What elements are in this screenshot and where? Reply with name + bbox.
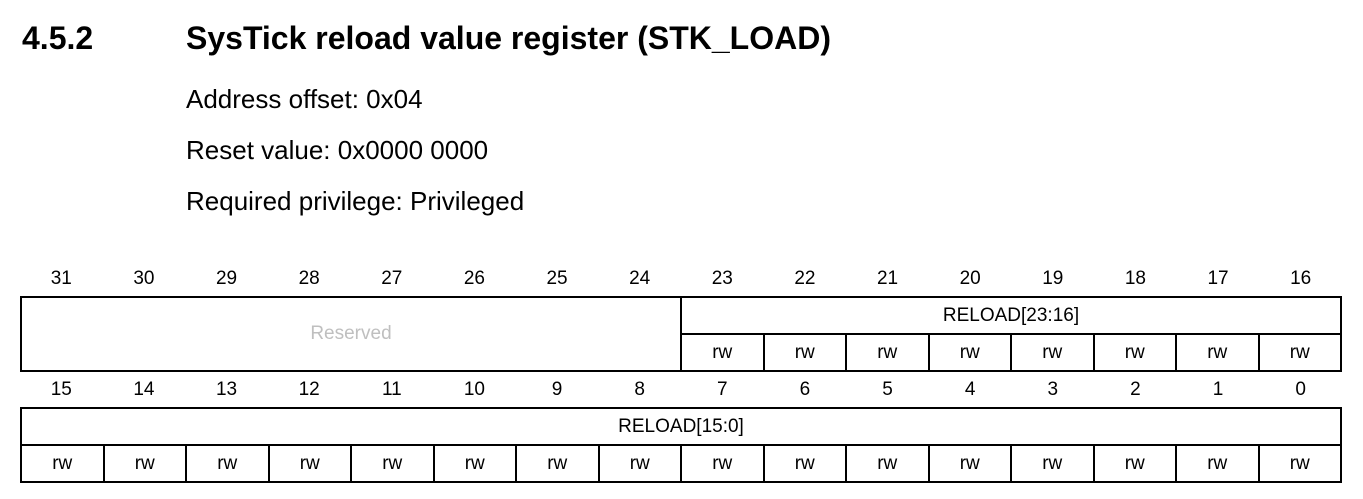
section-title: SysTick reload value register (STK_LOAD) <box>186 20 831 56</box>
bit-number: 3 <box>1047 379 1059 400</box>
access-cell: rw <box>680 444 765 483</box>
bit-number: 25 <box>546 268 568 289</box>
reload-low-field: RELOAD[15:0] <box>20 407 1342 446</box>
reserved-field: Reserved <box>20 296 682 372</box>
bit-number: 14 <box>133 379 155 400</box>
bit-number: 13 <box>215 379 238 400</box>
bit-number: 22 <box>794 268 816 289</box>
bit-number: 26 <box>463 268 485 289</box>
access-cell: rw <box>267 444 352 483</box>
address-offset: Address offset: 0x04 <box>186 84 423 114</box>
bit-number: 23 <box>711 268 733 289</box>
bit-number: 12 <box>298 379 320 400</box>
access-cell: rw <box>20 444 105 483</box>
lower-bit-numbers: 15 14 13 12 11 10 9 8 7 6 5 4 3 2 1 0 <box>20 379 1342 401</box>
access-cell: rw <box>762 333 847 372</box>
bit-number: 8 <box>634 379 645 400</box>
bit-number: 16 <box>1290 268 1312 289</box>
bit-number: 20 <box>959 268 981 289</box>
lower-register-table: RELOAD[15:0] rw rw rw rw rw rw rw rw rw … <box>20 407 1342 483</box>
bit-number: 11 <box>381 379 402 400</box>
access-cell: rw <box>185 444 270 483</box>
bit-number: 2 <box>1130 379 1141 400</box>
bit-number: 30 <box>133 268 155 289</box>
access-cell: rw <box>102 444 187 483</box>
bit-number: 28 <box>298 268 320 289</box>
access-cell: rw <box>1175 444 1260 483</box>
access-cell: rw <box>350 444 435 483</box>
access-cell: rw <box>927 333 1012 372</box>
bit-number: 4 <box>964 379 976 400</box>
bit-number: 31 <box>50 268 72 289</box>
access-cell: rw <box>1010 333 1095 372</box>
bit-number: 9 <box>551 379 563 400</box>
bit-number: 27 <box>381 268 403 289</box>
reload-high-field: RELOAD[23:16] <box>680 296 1342 335</box>
upper-bit-numbers: 31 30 29 28 27 26 25 24 23 22 21 20 19 1… <box>20 268 1342 290</box>
reset-value: Reset value: 0x0000 0000 <box>186 135 489 165</box>
bit-number: 17 <box>1207 268 1229 289</box>
bit-number: 6 <box>799 379 811 400</box>
access-cell: rw <box>845 333 930 372</box>
access-cell: rw <box>1175 333 1260 372</box>
access-cell: rw <box>762 444 847 483</box>
access-cell: rw <box>515 444 600 483</box>
required-privilege: Required privilege: Privileged <box>186 186 525 216</box>
bit-number: 1 <box>1212 379 1224 400</box>
bit-number: 5 <box>882 379 893 400</box>
bit-number: 21 <box>876 268 899 289</box>
access-cell: rw <box>680 333 765 372</box>
bit-number: 19 <box>1042 268 1064 289</box>
bit-number: 29 <box>215 268 238 289</box>
bit-number: 10 <box>463 379 485 400</box>
access-cell: rw <box>1092 444 1177 483</box>
access-cell: rw <box>1010 444 1095 483</box>
access-cell: rw <box>1257 333 1342 372</box>
access-cell: rw <box>597 444 682 483</box>
bit-number: 0 <box>1295 379 1306 400</box>
bit-number: 15 <box>50 379 72 400</box>
access-cell: rw <box>1092 333 1177 372</box>
access-cell: rw <box>927 444 1012 483</box>
access-cell: rw <box>432 444 517 483</box>
bit-number: 18 <box>1124 268 1146 289</box>
section-number: 4.5.2 <box>22 20 94 56</box>
access-cell: rw <box>845 444 930 483</box>
bit-number: 7 <box>717 379 728 400</box>
bit-number: 24 <box>629 268 651 289</box>
access-cell: rw <box>1257 444 1342 483</box>
upper-register-table: Reserved RELOAD[23:16] rw rw rw rw rw rw… <box>20 296 1342 372</box>
